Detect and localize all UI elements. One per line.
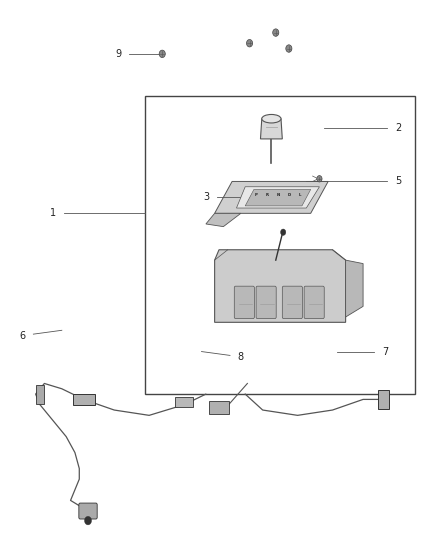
Text: 7: 7 [382, 346, 388, 357]
Circle shape [286, 45, 292, 52]
Text: 6: 6 [19, 330, 25, 341]
Text: 2: 2 [395, 123, 401, 133]
Bar [145, 96, 416, 394]
Polygon shape [346, 260, 363, 317]
FancyBboxPatch shape [234, 286, 254, 319]
Text: N: N [276, 193, 279, 197]
Text: 8: 8 [238, 352, 244, 362]
FancyBboxPatch shape [256, 286, 276, 319]
Circle shape [159, 50, 165, 58]
Circle shape [317, 175, 322, 182]
Polygon shape [378, 390, 389, 409]
Text: R: R [265, 193, 268, 197]
Circle shape [281, 229, 286, 236]
Ellipse shape [262, 115, 281, 123]
Text: 5: 5 [395, 176, 401, 187]
Polygon shape [209, 401, 229, 414]
Polygon shape [206, 213, 241, 227]
Text: D: D [287, 193, 290, 197]
Polygon shape [175, 397, 193, 407]
Text: 9: 9 [116, 49, 122, 59]
Text: L: L [299, 193, 301, 197]
Text: 3: 3 [203, 192, 209, 203]
Circle shape [247, 39, 253, 47]
Text: P: P [254, 193, 258, 197]
FancyBboxPatch shape [283, 286, 302, 319]
Circle shape [273, 29, 279, 36]
Polygon shape [261, 119, 283, 139]
Polygon shape [237, 187, 319, 208]
Circle shape [85, 516, 92, 525]
FancyBboxPatch shape [79, 503, 97, 519]
Polygon shape [215, 181, 328, 213]
Polygon shape [35, 384, 44, 403]
Polygon shape [73, 394, 95, 405]
Polygon shape [245, 189, 311, 206]
FancyBboxPatch shape [304, 286, 324, 319]
Polygon shape [215, 250, 346, 322]
Text: 1: 1 [50, 208, 56, 219]
